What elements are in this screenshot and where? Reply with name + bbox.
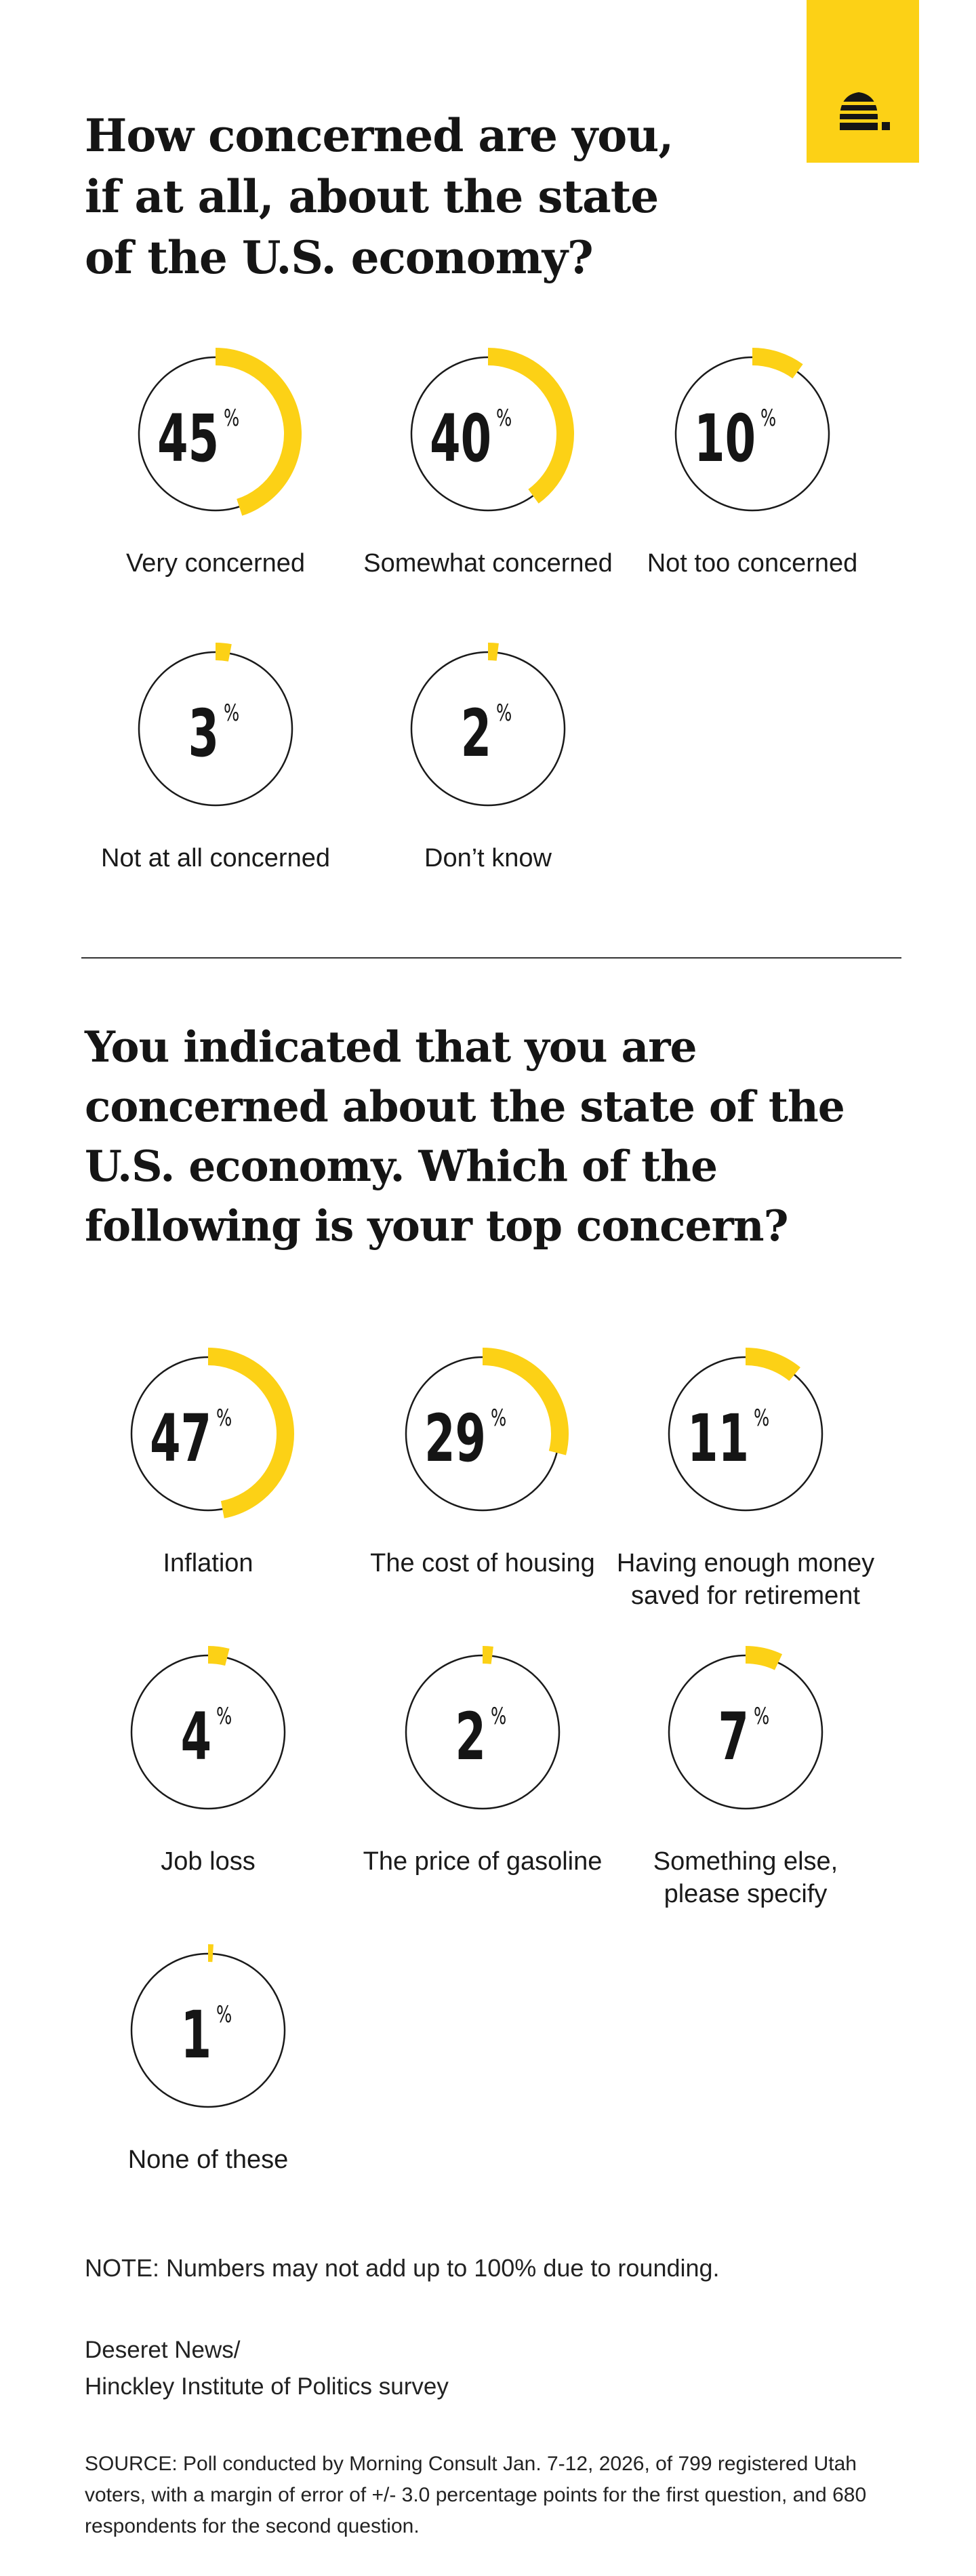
unit-the-price-of-gasoline: % [491,1703,506,1729]
ring-don-t-know [410,651,566,807]
arc-not-too-concerned [752,348,803,379]
arc-having-enough-money-saved-for-retirement [745,1348,800,1382]
label-not-too-concerned: Not too concerned [647,549,858,578]
value-somewhat-concerned: 40 [430,401,491,477]
ring-not-at-all-concerned [138,651,293,807]
unit-job-loss: % [216,1703,232,1729]
value-none-of-these: 1 [181,1998,211,2073]
label-not-at-all-concerned: Not at all concerned [101,844,330,872]
ring-inflation [130,1356,286,1512]
question-2-title: You indicated that you are concerned abo… [85,1022,845,1251]
label-somewhat-concerned: Somewhat concerned [363,549,613,578]
arc-somewhat-concerned [487,348,574,504]
value-inflation: 47 [150,1401,211,1476]
source-text: SOURCE: Poll conducted by Morning Consul… [85,2453,867,2537]
note-text: NOTE: Numbers may not add up to 100% due… [85,2254,720,2282]
unit-very-concerned: % [224,405,239,431]
label-the-price-of-gasoline: The price of gasoline [363,1847,603,1876]
arc-not-at-all-concerned [215,643,232,662]
label-none-of-these: None of these [127,2146,289,2174]
ring-job-loss [130,1654,286,1810]
arc-don-t-know [487,643,499,661]
value-having-enough-money-saved-for-retirement: 11 [687,1401,749,1476]
value-not-too-concerned: 10 [694,401,756,477]
label-something-else-please-specify: Something else, please specify [653,1847,838,1908]
value-something-else-please-specify: 7 [718,1699,749,1775]
ring-something-else-please-specify [668,1654,824,1810]
arc-job-loss [207,1646,230,1666]
arc-very-concerned [215,348,302,516]
label-the-cost-of-housing: The cost of housing [370,1549,595,1577]
unit-inflation: % [216,1405,232,1431]
label-very-concerned: Very concerned [125,549,306,578]
unit-having-enough-money-saved-for-retirement: % [754,1405,769,1431]
beehive-icon [840,92,890,130]
credit-line-2: Hinckley Institute of Politics survey [85,2373,449,2400]
ring-having-enough-money-saved-for-retirement [668,1356,824,1512]
ring-somewhat-concerned [410,356,566,512]
label-having-enough-money-saved-for-retirement: Having enough money saved for retirement [616,1549,875,1610]
ring-not-too-concerned [674,356,830,512]
value-don-t-know: 2 [461,696,491,771]
unit-something-else-please-specify: % [754,1703,769,1729]
arc-inflation [207,1348,294,1518]
credit-line-1: Deseret News/ [85,2337,241,2363]
label-inflation: Inflation [163,1549,253,1577]
ring-none-of-these [130,1952,286,2108]
unit-don-t-know: % [496,700,512,726]
value-the-cost-of-housing: 29 [424,1401,486,1476]
label-don-t-know: Don’t know [424,844,552,872]
unit-not-too-concerned: % [760,405,776,431]
unit-not-at-all-concerned: % [224,700,239,726]
ring-the-price-of-gasoline [405,1654,561,1810]
unit-somewhat-concerned: % [496,405,512,431]
value-job-loss: 4 [181,1699,211,1775]
value-very-concerned: 45 [157,401,219,477]
value-not-at-all-concerned: 3 [188,696,219,771]
logo-badge [807,0,919,163]
value-the-price-of-gasoline: 2 [455,1699,486,1775]
ring-the-cost-of-housing [405,1356,561,1512]
ring-very-concerned [138,356,293,512]
unit-none-of-these: % [216,2001,232,2028]
unit-the-cost-of-housing: % [491,1405,506,1431]
label-job-loss: Job loss [161,1847,256,1876]
credit-text: Deseret News/ Hinckley Institute of Poli… [85,2332,695,2405]
section-divider [81,957,901,959]
arc-something-else-please-specify [745,1646,783,1670]
question-1-title: How concerned are you, if at all, about … [85,109,674,284]
arc-the-cost-of-housing [482,1348,569,1455]
